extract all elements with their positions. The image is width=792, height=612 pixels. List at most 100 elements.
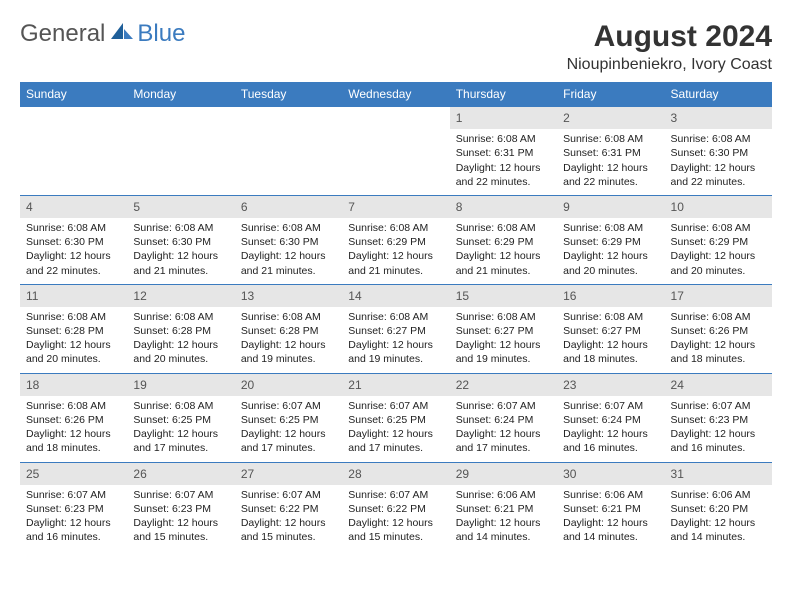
day-data-cell: Sunrise: 6:06 AMSunset: 6:20 PMDaylight:… [665,485,772,551]
sunset-text: Sunset: 6:21 PM [563,502,658,516]
day-number-cell: 3 [665,107,772,130]
brand-sail-icon [111,20,133,48]
sunset-text: Sunset: 6:23 PM [26,502,121,516]
weekday-header: Saturday [665,82,772,107]
sunrise-text: Sunrise: 6:08 AM [671,132,766,146]
sunrise-text: Sunrise: 6:08 AM [671,310,766,324]
sunrise-text: Sunrise: 6:07 AM [348,399,443,413]
day-data-cell: Sunrise: 6:08 AMSunset: 6:30 PMDaylight:… [665,129,772,195]
sunset-text: Sunset: 6:30 PM [26,235,121,249]
day-data-cell: Sunrise: 6:08 AMSunset: 6:26 PMDaylight:… [665,307,772,373]
day-data-cell [235,129,342,195]
day-data-cell: Sunrise: 6:08 AMSunset: 6:29 PMDaylight:… [557,218,664,284]
sunrise-text: Sunrise: 6:08 AM [26,221,121,235]
sunset-text: Sunset: 6:28 PM [26,324,121,338]
data-row: Sunrise: 6:08 AMSunset: 6:31 PMDaylight:… [20,129,772,195]
sunset-text: Sunset: 6:24 PM [456,413,551,427]
weekday-header: Monday [127,82,234,107]
day-number-cell: 29 [450,462,557,485]
day-number-cell [235,107,342,130]
day-number-cell: 10 [665,195,772,218]
day-data-cell: Sunrise: 6:08 AMSunset: 6:29 PMDaylight:… [342,218,449,284]
sunrise-text: Sunrise: 6:08 AM [563,221,658,235]
weekday-header: Sunday [20,82,127,107]
day-number-cell: 21 [342,373,449,396]
day-number-cell: 31 [665,462,772,485]
day-data-cell: Sunrise: 6:07 AMSunset: 6:24 PMDaylight:… [557,396,664,462]
sunrise-text: Sunrise: 6:08 AM [133,310,228,324]
day-data-cell: Sunrise: 6:08 AMSunset: 6:31 PMDaylight:… [557,129,664,195]
daynum-row: 11121314151617 [20,284,772,307]
day-data-cell: Sunrise: 6:08 AMSunset: 6:27 PMDaylight:… [450,307,557,373]
daylight-text: Daylight: 12 hours and 14 minutes. [671,516,766,544]
sunset-text: Sunset: 6:29 PM [456,235,551,249]
day-data-cell: Sunrise: 6:08 AMSunset: 6:29 PMDaylight:… [450,218,557,284]
daylight-text: Daylight: 12 hours and 15 minutes. [133,516,228,544]
sunrise-text: Sunrise: 6:08 AM [133,399,228,413]
day-number-cell: 24 [665,373,772,396]
month-title: August 2024 [567,20,772,54]
calendar-table: Sunday Monday Tuesday Wednesday Thursday… [20,82,772,550]
sunrise-text: Sunrise: 6:08 AM [348,310,443,324]
day-data-cell [342,129,449,195]
sunset-text: Sunset: 6:27 PM [563,324,658,338]
day-number-cell: 28 [342,462,449,485]
day-number-cell: 6 [235,195,342,218]
daylight-text: Daylight: 12 hours and 18 minutes. [671,338,766,366]
sunrise-text: Sunrise: 6:07 AM [563,399,658,413]
day-data-cell: Sunrise: 6:08 AMSunset: 6:25 PMDaylight:… [127,396,234,462]
sunrise-text: Sunrise: 6:07 AM [133,488,228,502]
daylight-text: Daylight: 12 hours and 18 minutes. [26,427,121,455]
sunset-text: Sunset: 6:26 PM [26,413,121,427]
daylight-text: Daylight: 12 hours and 17 minutes. [241,427,336,455]
day-number-cell [20,107,127,130]
brand-general: General [20,20,105,48]
sunrise-text: Sunrise: 6:06 AM [563,488,658,502]
sunset-text: Sunset: 6:31 PM [456,146,551,160]
day-number-cell [342,107,449,130]
day-number-cell: 27 [235,462,342,485]
daylight-text: Daylight: 12 hours and 19 minutes. [241,338,336,366]
sunrise-text: Sunrise: 6:07 AM [671,399,766,413]
sunrise-text: Sunrise: 6:07 AM [241,399,336,413]
day-number-cell: 9 [557,195,664,218]
day-data-cell: Sunrise: 6:07 AMSunset: 6:23 PMDaylight:… [665,396,772,462]
sunrise-text: Sunrise: 6:07 AM [348,488,443,502]
sunset-text: Sunset: 6:26 PM [671,324,766,338]
day-data-cell: Sunrise: 6:07 AMSunset: 6:25 PMDaylight:… [235,396,342,462]
daylight-text: Daylight: 12 hours and 20 minutes. [563,249,658,277]
sunset-text: Sunset: 6:23 PM [133,502,228,516]
daylight-text: Daylight: 12 hours and 20 minutes. [26,338,121,366]
daylight-text: Daylight: 12 hours and 20 minutes. [133,338,228,366]
sunset-text: Sunset: 6:29 PM [348,235,443,249]
sunrise-text: Sunrise: 6:08 AM [563,132,658,146]
day-number-cell [127,107,234,130]
day-number-cell: 2 [557,107,664,130]
day-data-cell [127,129,234,195]
sunset-text: Sunset: 6:25 PM [348,413,443,427]
page-header: General Blue August 2024 Nioupinbeniekro… [20,20,772,74]
sunrise-text: Sunrise: 6:08 AM [241,221,336,235]
day-number-cell: 14 [342,284,449,307]
daylight-text: Daylight: 12 hours and 20 minutes. [671,249,766,277]
sunset-text: Sunset: 6:28 PM [133,324,228,338]
day-data-cell: Sunrise: 6:07 AMSunset: 6:23 PMDaylight:… [20,485,127,551]
sunrise-text: Sunrise: 6:07 AM [26,488,121,502]
day-data-cell [20,129,127,195]
brand-blue: Blue [137,20,185,48]
sunrise-text: Sunrise: 6:07 AM [456,399,551,413]
day-data-cell: Sunrise: 6:08 AMSunset: 6:28 PMDaylight:… [235,307,342,373]
day-data-cell: Sunrise: 6:08 AMSunset: 6:27 PMDaylight:… [342,307,449,373]
sunset-text: Sunset: 6:22 PM [241,502,336,516]
sunset-text: Sunset: 6:25 PM [241,413,336,427]
day-data-cell: Sunrise: 6:08 AMSunset: 6:30 PMDaylight:… [235,218,342,284]
sunset-text: Sunset: 6:22 PM [348,502,443,516]
day-number-cell: 15 [450,284,557,307]
day-data-cell: Sunrise: 6:07 AMSunset: 6:25 PMDaylight:… [342,396,449,462]
day-data-cell: Sunrise: 6:08 AMSunset: 6:26 PMDaylight:… [20,396,127,462]
daylight-text: Daylight: 12 hours and 16 minutes. [26,516,121,544]
daylight-text: Daylight: 12 hours and 17 minutes. [133,427,228,455]
weekday-header: Tuesday [235,82,342,107]
day-data-cell: Sunrise: 6:08 AMSunset: 6:27 PMDaylight:… [557,307,664,373]
sunset-text: Sunset: 6:25 PM [133,413,228,427]
